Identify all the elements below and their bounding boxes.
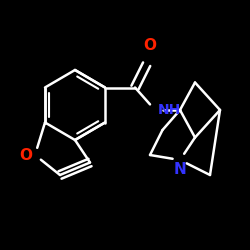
Text: NH: NH [158,103,181,117]
Text: N: N [174,162,186,178]
Text: O: O [144,38,156,52]
Text: O: O [20,148,32,162]
